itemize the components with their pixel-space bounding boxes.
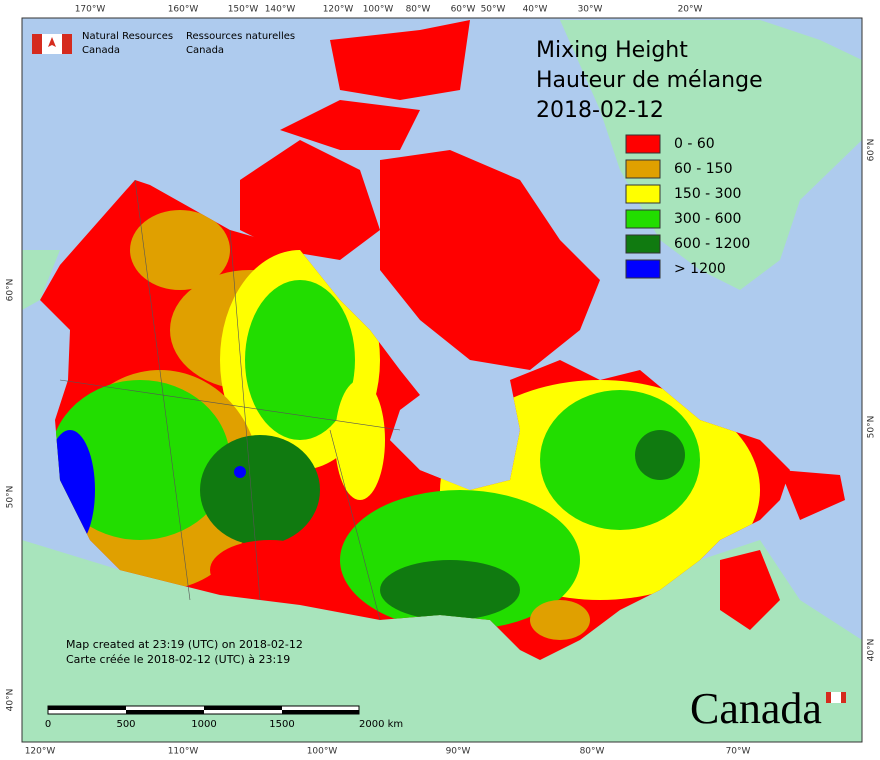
graticule-label: 80°W xyxy=(406,5,431,15)
agency-en: Natural Resources xyxy=(82,31,173,42)
graticule-label: 80°W xyxy=(580,747,605,757)
note: Map created at 23:19 (UTC) on 2018-02-12 xyxy=(66,638,303,651)
note: Carte créée le 2018-02-12 (UTC) à 23:19 xyxy=(66,653,290,666)
agency-en: Canada xyxy=(82,45,120,56)
agency-fr: Canada xyxy=(186,45,224,56)
legend-swatch xyxy=(625,159,661,179)
scale-label: 2000 km xyxy=(359,719,403,730)
legend-swatch xyxy=(625,259,661,279)
legend-label: > 1200 xyxy=(674,261,726,277)
title: Hauteur de mélange xyxy=(536,68,763,93)
graticule-label: 40°N xyxy=(6,689,16,712)
legend-label: 300 - 600 xyxy=(674,211,741,227)
graticule-label: 150°W xyxy=(228,5,259,15)
legend-label: 0 - 60 xyxy=(674,136,715,152)
graticule-label: 70°W xyxy=(726,747,751,757)
graticule-label: 100°W xyxy=(307,747,338,757)
legend-swatch xyxy=(625,134,661,154)
graticule-label: 170°W xyxy=(75,5,106,15)
graticule-label: 120°W xyxy=(25,747,56,757)
map-body xyxy=(22,18,862,742)
legend-swatch xyxy=(625,234,661,254)
graticule-label: 120°W xyxy=(323,5,354,15)
agency-fr: Ressources naturelles xyxy=(186,31,295,42)
scale-label: 500 xyxy=(116,719,135,730)
graticule-label: 40°W xyxy=(523,5,548,15)
nrcan-flag xyxy=(32,34,72,54)
graticule-label: 20°W xyxy=(678,5,703,15)
graticule-label: 160°W xyxy=(168,5,199,15)
graticule-label: 50°W xyxy=(481,5,506,15)
graticule-label: 50°N xyxy=(6,486,16,509)
scale-label: 0 xyxy=(45,719,51,730)
graticule-label: 60°N xyxy=(6,279,16,302)
legend-swatch xyxy=(625,184,661,204)
scale-bar xyxy=(47,705,360,715)
graticule-label: 40°N xyxy=(867,639,877,662)
graticule-label: 60°N xyxy=(867,139,877,162)
graticule-label: 90°W xyxy=(446,747,471,757)
title: 2018-02-12 xyxy=(536,98,664,123)
legend-label: 60 - 150 xyxy=(674,161,733,177)
graticule-label: 110°W xyxy=(168,747,199,757)
wordmark-flag xyxy=(826,692,846,703)
legend-swatch xyxy=(625,209,661,229)
wordmark: Canada xyxy=(690,684,822,733)
legend-label: 150 - 300 xyxy=(674,186,741,202)
legend-label: 600 - 1200 xyxy=(674,236,750,252)
graticule-label: 140°W xyxy=(265,5,296,15)
graticule-label: 100°W xyxy=(363,5,394,15)
graticule-label: 60°W xyxy=(451,5,476,15)
graticule-label: 30°W xyxy=(578,5,603,15)
graticule-label: 50°N xyxy=(867,416,877,439)
scale-label: 1500 xyxy=(269,719,294,730)
scale-label: 1000 xyxy=(191,719,216,730)
title: Mixing Height xyxy=(536,38,688,63)
